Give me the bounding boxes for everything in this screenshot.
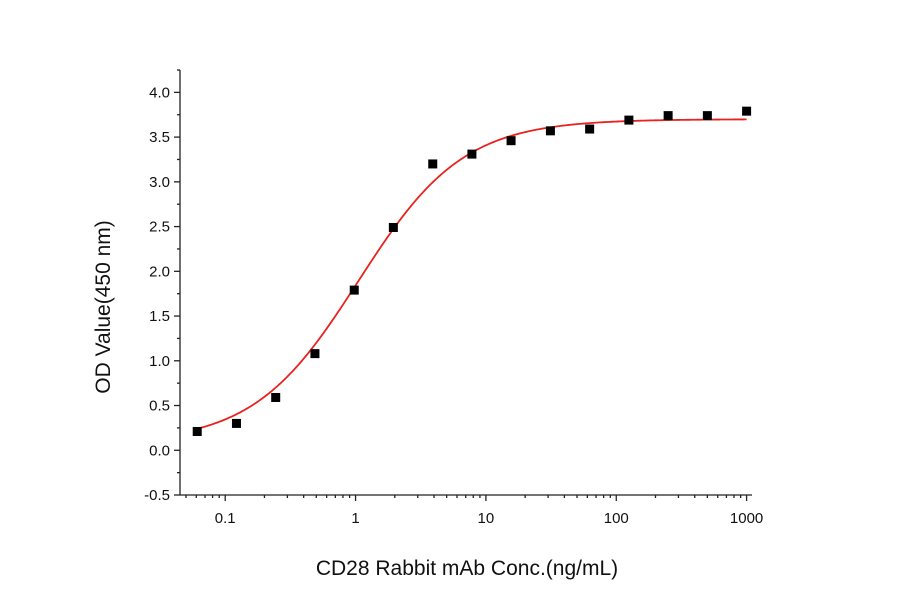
- axes: -0.5 0.0 0.5 1.0 1.5 2.0 2.5 3.0 3.5 4.0 0.1 1 10 100…: [144, 69, 763, 527]
- data-point: [545, 126, 555, 136]
- x-tick-label: 100: [604, 510, 629, 527]
- data-point: [271, 392, 281, 402]
- y-tick-label: 4.0: [149, 84, 170, 101]
- y-tick-label: 0.5: [149, 398, 170, 415]
- y-axis-title: OD Value(450 nm): [92, 220, 115, 394]
- y-tick-label: -0.5: [144, 487, 170, 504]
- data-point: [506, 136, 516, 146]
- data-point: [310, 349, 320, 359]
- data-point: [388, 222, 398, 232]
- fit-curve-layer: [196, 118, 747, 430]
- x-axis-title: CD28 Rabbit mAb Conc.(ng/mL): [316, 557, 618, 580]
- y-tick-label: 1.5: [149, 308, 170, 325]
- data-point: [192, 426, 202, 436]
- data-point: [428, 159, 438, 169]
- data-point: [663, 111, 673, 121]
- y-tick-label: 2.0: [149, 263, 170, 280]
- y-tick-label: 3.5: [149, 129, 170, 146]
- data-point: [624, 115, 634, 125]
- data-point: [349, 285, 359, 295]
- data-point: [742, 106, 752, 116]
- y-tick-label: 2.5: [149, 219, 170, 236]
- fit-curve-line: [196, 118, 747, 430]
- y-tick-label: 1.0: [149, 353, 170, 370]
- data-point: [467, 149, 477, 159]
- data-point: [585, 124, 595, 134]
- data-points-layer: [192, 106, 752, 436]
- data-point: [231, 418, 241, 428]
- y-tick-label: 3.0: [149, 174, 170, 191]
- x-tick-label: 10: [478, 510, 495, 527]
- data-point: [702, 111, 712, 121]
- x-tick-label: 1000: [730, 510, 763, 527]
- x-tick-label: 0.1: [215, 510, 236, 527]
- y-tick-label: 0.0: [149, 442, 170, 459]
- x-tick-label: 1: [351, 510, 359, 527]
